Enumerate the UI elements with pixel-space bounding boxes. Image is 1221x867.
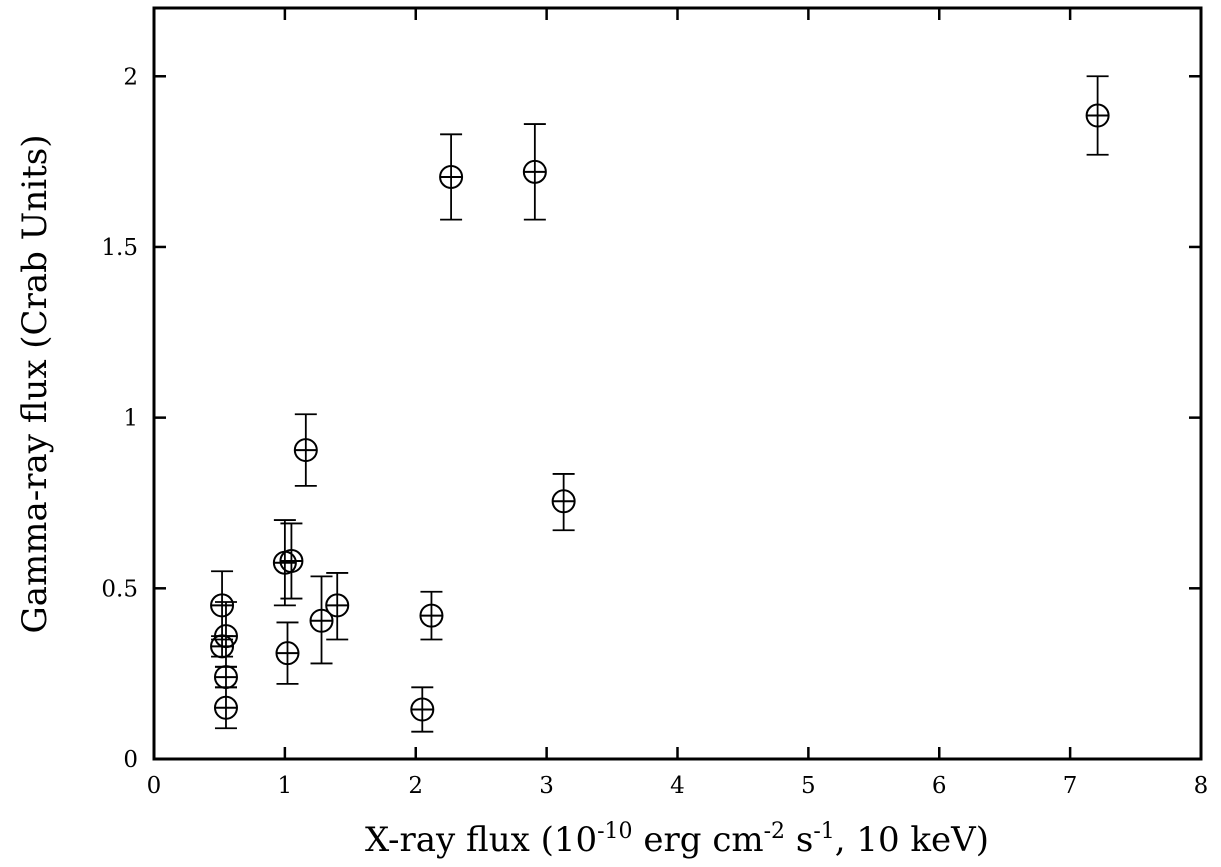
plot-frame	[152, 6, 1203, 761]
y-tick-labels: 0 0.5 1 1.5 2	[101, 64, 138, 773]
x-tick-label: 2	[408, 773, 423, 799]
y-tick-label: 1	[123, 406, 138, 432]
data-point	[213, 686, 238, 730]
x-tick-label: 8	[1194, 773, 1209, 799]
data-point	[1085, 75, 1110, 156]
data-point	[210, 570, 235, 641]
y-tick-label: 2	[123, 64, 138, 90]
x-axis-title-mid1: erg cm	[633, 820, 764, 860]
x-tick-label: 3	[539, 773, 554, 799]
x-tick-label: 1	[278, 773, 293, 799]
data-point	[309, 575, 334, 665]
data-points	[210, 75, 1110, 733]
data-point	[551, 473, 576, 532]
x-axis-title-exp1: -10	[597, 819, 632, 844]
data-point	[325, 572, 350, 641]
x-axis-title-exp3: -1	[813, 819, 834, 844]
data-point	[410, 686, 435, 733]
x-axis-title-exp2: -2	[764, 819, 785, 844]
y-axis-title: Gamma-ray flux (Crab Units)	[15, 135, 55, 634]
x-tick-labels: 0 1 2 3 4 5 6 7 8	[147, 773, 1209, 799]
data-point	[522, 123, 547, 221]
data-point	[439, 133, 464, 221]
x-tick-label: 0	[147, 773, 162, 799]
axis-ticks	[152, 8, 1203, 761]
x-axis-title-prefix: X-ray flux (10	[365, 820, 597, 860]
y-tick-label: 1.5	[101, 235, 138, 261]
data-point	[279, 522, 304, 600]
data-point	[275, 621, 300, 685]
y-tick-label: 0	[123, 747, 138, 773]
x-tick-label: 5	[801, 773, 816, 799]
y-tick-label: 0.5	[101, 576, 138, 602]
data-point	[213, 665, 238, 690]
data-point	[272, 519, 297, 607]
x-axis-title-suffix: , 10 keV)	[835, 820, 989, 860]
data-point	[293, 413, 318, 487]
x-tick-label: 7	[1063, 773, 1078, 799]
x-tick-label: 4	[670, 773, 685, 799]
x-tick-label: 6	[932, 773, 947, 799]
data-point	[419, 590, 444, 641]
x-axis-title-mid2: s	[785, 820, 813, 860]
x-axis-title: X-ray flux (10-10 erg cm-2 s-1, 10 keV)	[365, 819, 989, 860]
